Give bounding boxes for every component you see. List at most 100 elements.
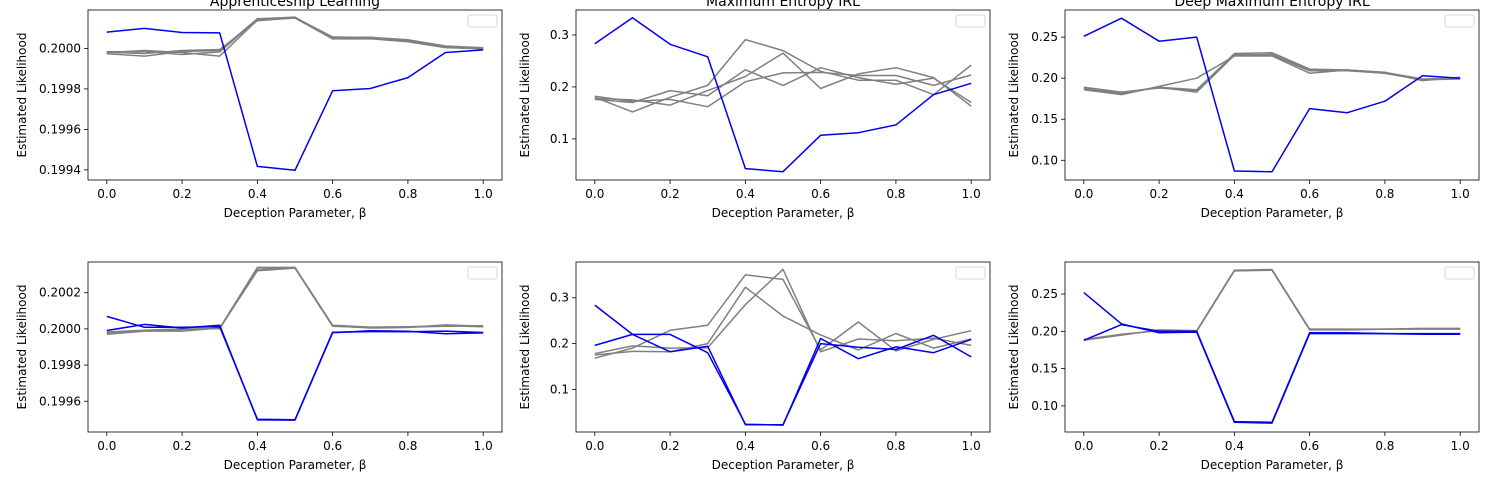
y-tick-label: 0.2000 xyxy=(39,41,81,55)
y-tick-label: 0.1998 xyxy=(39,82,81,96)
x-tick-label: 0.0 xyxy=(97,439,116,453)
axes-frame xyxy=(87,9,503,181)
x-tick-label: 0.0 xyxy=(1074,439,1093,453)
x-axis-label: Deception Parameter, β xyxy=(1201,458,1344,472)
x-tick-label: 0.4 xyxy=(248,187,267,201)
y-tick-label: 0.25 xyxy=(1031,287,1058,301)
subplot-4: 0.0 0.2 0.4 0.6 0.8 1.0 0.1996 0.1998 0.2000 0.20… xyxy=(15,261,503,472)
x-tick-label: 0.0 xyxy=(97,187,116,201)
y-tick-label: 0.10 xyxy=(1031,399,1058,413)
series-line-other-2 xyxy=(594,286,972,356)
y-axis-label: Estimated Likelihood xyxy=(15,285,29,410)
subplot-1: 0.0 0.2 0.4 0.6 0.8 1.0 0.1994 0.1996 0.1998 0.20… xyxy=(15,0,503,220)
y-axis-label: Estimated Likelihood xyxy=(15,33,29,158)
subplot-2: 0.0 0.2 0.4 0.6 0.8 1.0 0.1 0.2 0.3 Deception Par… xyxy=(518,0,991,220)
y-tick-label: 0.20 xyxy=(1031,324,1058,338)
x-tick-label: 1.0 xyxy=(1451,439,1470,453)
y-axis-label: Estimated Likelihood xyxy=(518,33,532,158)
x-axis-label: Deception Parameter, β xyxy=(1201,206,1344,220)
axes-frame xyxy=(575,9,991,181)
x-tick-label: 0.0 xyxy=(585,439,604,453)
legend-box xyxy=(955,266,986,280)
y-tick-label: 0.20 xyxy=(1031,71,1058,85)
subplot-title: Deep Maximum Entropy IRL xyxy=(1174,0,1369,10)
series-line-other-4 xyxy=(594,71,972,108)
x-axis-label: Deception Parameter, β xyxy=(224,458,367,472)
series-line-other-2 xyxy=(1083,269,1461,341)
axes-frame xyxy=(87,261,503,433)
x-tick-label: 1.0 xyxy=(962,439,981,453)
y-tick-label: 0.1996 xyxy=(39,394,81,408)
x-tick-label: 0.8 xyxy=(1375,439,1394,453)
x-axis-label: Deception Parameter, β xyxy=(224,206,367,220)
series-line-highlighted xyxy=(106,27,484,172)
y-tick-label: 0.3 xyxy=(550,28,569,42)
axes-frame xyxy=(575,261,991,433)
x-tick-label: 0.2 xyxy=(173,187,192,201)
legend-box xyxy=(1444,266,1475,280)
y-tick-label: 0.3 xyxy=(550,291,569,305)
series-line-highlighted xyxy=(1083,17,1461,173)
x-tick-label: 0.6 xyxy=(811,439,830,453)
series-line-highlighted xyxy=(594,17,972,173)
y-tick-label: 0.1994 xyxy=(39,163,81,177)
x-tick-label: 0.2 xyxy=(173,439,192,453)
x-tick-label: 0.4 xyxy=(736,187,755,201)
series-line-other-1 xyxy=(594,38,972,113)
series-line-highlighted-2 xyxy=(1083,323,1461,424)
subplot-title: Apprenticeship Learning xyxy=(210,0,380,10)
x-tick-label: 0.2 xyxy=(1150,439,1169,453)
y-axis-label: Estimated Likelihood xyxy=(1007,33,1021,158)
legend-box xyxy=(467,14,498,28)
x-axis-label: Deception Parameter, β xyxy=(712,458,855,472)
series-line-other-3 xyxy=(594,268,972,355)
x-tick-label: 0.6 xyxy=(323,187,342,201)
legend-box xyxy=(1444,14,1475,28)
x-tick-label: 0.2 xyxy=(1150,187,1169,201)
x-tick-label: 0.4 xyxy=(248,439,267,453)
x-tick-label: 0.6 xyxy=(811,187,830,201)
x-tick-label: 0.6 xyxy=(1300,439,1319,453)
y-tick-label: 0.1998 xyxy=(39,358,81,372)
x-axis-label: Deception Parameter, β xyxy=(712,206,855,220)
x-tick-label: 0.2 xyxy=(661,187,680,201)
series-line-other-4 xyxy=(1083,53,1461,94)
y-tick-label: 0.2 xyxy=(550,80,569,94)
series-line-highlighted-2 xyxy=(594,333,972,426)
legend-box xyxy=(955,14,986,28)
y-tick-label: 0.15 xyxy=(1031,362,1058,376)
series-line-other-4 xyxy=(106,16,484,55)
x-tick-label: 0.4 xyxy=(1225,187,1244,201)
subplot-5: 0.0 0.2 0.4 0.6 0.8 1.0 0.1 0.2 0.3 Deception Par… xyxy=(518,261,991,472)
y-tick-label: 0.2000 xyxy=(39,322,81,336)
y-tick-label: 0.1 xyxy=(550,132,569,146)
y-axis-label: Estimated Likelihood xyxy=(518,285,532,410)
x-tick-label: 1.0 xyxy=(474,439,493,453)
x-tick-label: 1.0 xyxy=(962,187,981,201)
y-tick-label: 0.2 xyxy=(550,337,569,351)
x-tick-label: 0.8 xyxy=(1375,187,1394,201)
x-tick-label: 0.8 xyxy=(398,439,417,453)
x-tick-label: 0.8 xyxy=(886,439,905,453)
y-tick-label: 0.1 xyxy=(550,382,569,396)
axes-frame xyxy=(1064,261,1480,433)
y-axis-label: Estimated Likelihood xyxy=(1007,285,1021,410)
legend-box xyxy=(467,266,498,280)
series-line-highlighted-2 xyxy=(106,323,484,421)
y-tick-label: 0.1996 xyxy=(39,122,81,136)
series-line-other-3 xyxy=(594,66,972,104)
y-tick-label: 0.25 xyxy=(1031,30,1058,44)
subplot-title: Maximum Entropy IRL xyxy=(706,0,860,10)
y-tick-label: 0.2002 xyxy=(39,286,81,300)
x-tick-label: 0.0 xyxy=(1074,187,1093,201)
y-tick-label: 0.10 xyxy=(1031,153,1058,167)
subplot-3: 0.0 0.2 0.4 0.6 0.8 1.0 0.10 0.15 0.20 0.25 Decept… xyxy=(1007,0,1480,220)
axes-frame xyxy=(1064,9,1480,181)
x-tick-label: 0.0 xyxy=(585,187,604,201)
x-tick-label: 0.8 xyxy=(886,187,905,201)
series-line-other-1 xyxy=(594,274,972,359)
x-tick-label: 0.2 xyxy=(661,439,680,453)
y-tick-label: 0.15 xyxy=(1031,112,1058,126)
